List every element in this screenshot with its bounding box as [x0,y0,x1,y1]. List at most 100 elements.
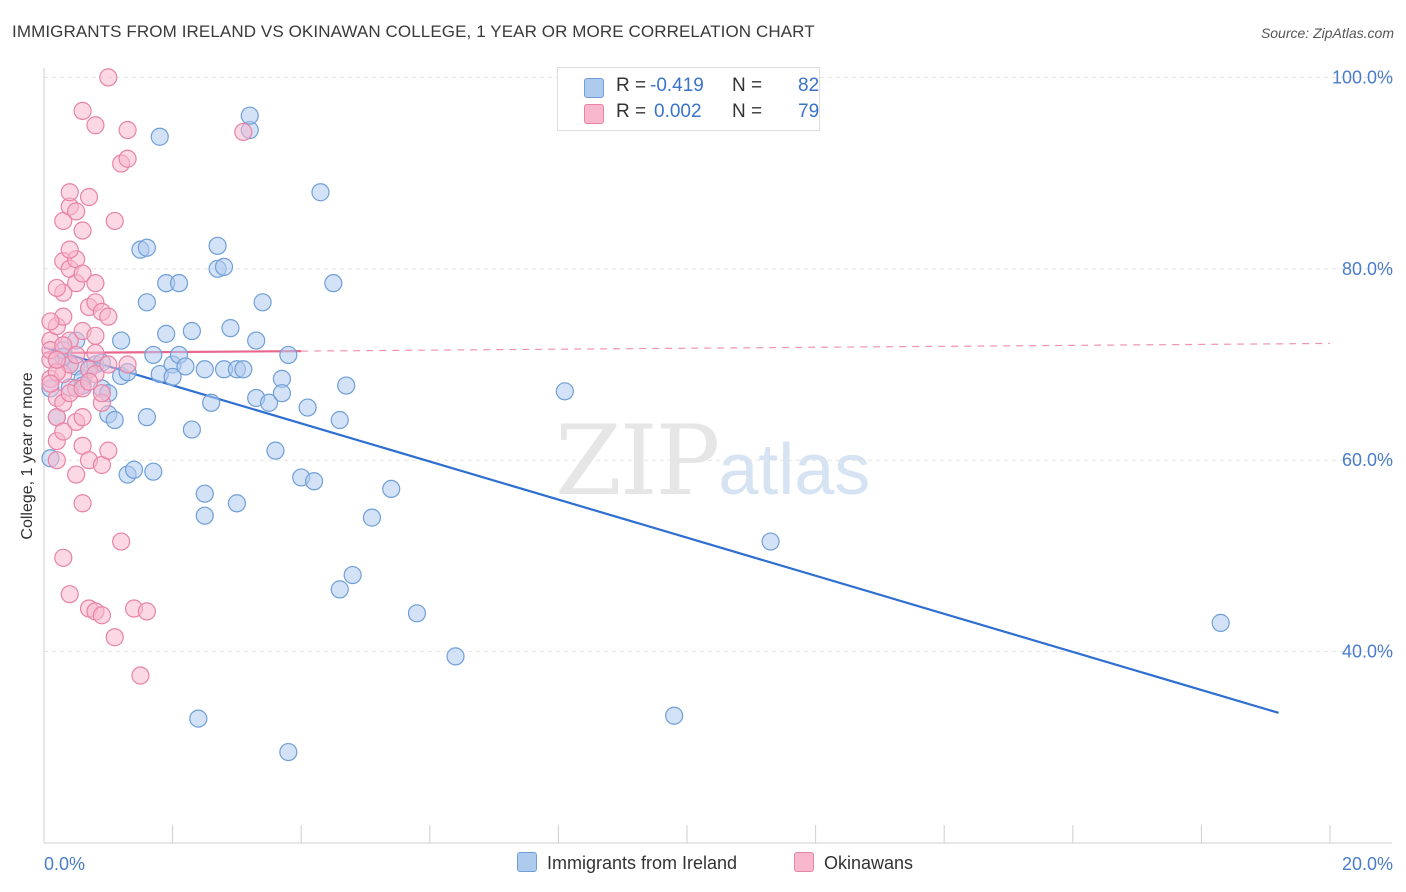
pink-point [47,278,66,298]
blue-point [279,742,298,762]
pink-point [86,343,105,363]
blue-point [182,420,201,439]
blue-point [555,382,574,401]
legend-r-label: R = [616,101,647,122]
blue-point [189,709,208,728]
legend-label-ireland: Immigrants from Ireland [547,853,738,873]
blue-point [195,484,214,503]
pink-point [86,274,105,293]
y-tick-label: 60.0% [1342,450,1393,470]
pink-point [99,68,118,87]
blue-point [227,494,246,513]
blue-point [324,274,343,293]
blue-point [337,376,356,395]
blue-point [240,106,259,125]
pink-point [118,149,137,168]
blue-point [208,236,227,255]
blue-point [137,238,156,257]
blue-point [1211,613,1230,632]
blue-point [234,360,253,379]
blue-point [304,472,324,491]
pink-point [92,384,111,403]
x-tick-label: 20.0% [1342,854,1393,874]
blue-point [253,293,272,312]
pink-point [73,221,92,240]
legend-n-value-blue: 82 [798,75,820,96]
pink-point [47,350,66,369]
blue-point [150,127,169,146]
pink-point [73,101,92,120]
blue-point [137,293,156,312]
pink-point [99,441,118,460]
pink-point [131,666,150,685]
blue-point [330,580,349,599]
pink-point [60,183,79,202]
blue-point [137,408,156,427]
blue-point [195,360,214,379]
legend-label-okinawans: Okinawans [824,853,914,873]
correlation-legend: R = -0.419 N = 82 R = 0.002 N = 79 [557,67,820,131]
pink-point [99,307,118,326]
pink-point [86,326,105,345]
pink-point [79,187,99,207]
legend-item-ireland: Immigrants from Ireland [517,852,737,874]
pink-point [112,532,131,551]
pink-point [73,494,92,513]
blue-point [169,274,189,293]
blue-point [665,706,684,725]
blue-point [362,508,382,527]
pink-point [105,628,124,647]
blue-point [407,604,427,623]
blue-point [272,384,292,403]
y-tick-label: 40.0% [1342,642,1393,662]
blue-point [279,345,298,365]
blue-point [105,410,124,430]
pink-point [234,122,253,142]
blue-point [144,462,163,481]
legend-swatch-ireland [517,852,537,872]
source-label: Source: ZipAtlas.com [1260,25,1394,41]
pink-point [118,355,137,374]
blue-point [259,393,279,412]
pink-trend-line-dashed [301,342,1331,352]
blue-point [202,393,221,412]
legend-swatch-blue [584,78,604,98]
blue-point [182,321,201,341]
pink-point [54,422,73,441]
y-tick-label: 100.0% [1332,67,1393,87]
pink-point [79,372,99,391]
pink-point [73,264,92,283]
tick-labels: 40.0% 60.0% 80.0% 100.0% 0.0% 20.0% [44,67,1393,874]
blue-point [112,331,131,350]
blue-point [382,479,401,499]
axes [43,68,1392,844]
legend-r-label: R = [616,75,647,96]
blue-point [124,460,144,479]
x-tick-label: 0.0% [44,854,85,874]
pink-point [67,345,86,365]
blue-point [343,565,362,585]
chart-title: IMMIGRANTS FROM IRELAND VS OKINAWAN COLL… [12,22,815,41]
legend-swatch-pink [584,104,604,124]
blue-point [761,532,780,551]
blue-point [247,331,266,350]
pink-point [86,116,105,135]
pink-point [67,465,86,484]
pink-point [105,211,124,231]
pink-point [47,451,66,470]
pink-point [54,548,73,567]
pink-point [67,202,86,221]
legend-r-value-pink: 0.002 [654,101,702,122]
blue-point [446,647,465,666]
legend-swatch-okinawans [794,852,814,872]
blue-point [195,506,214,525]
legend-n-value-pink: 79 [798,101,820,122]
blue-point [330,410,349,430]
trend-lines [43,342,1331,714]
legend-n-label: N = [732,75,763,96]
pink-point [73,408,92,427]
pink-point [99,355,118,374]
blue-point [221,319,240,338]
legend-item-okinawans: Okinawans [794,852,913,874]
